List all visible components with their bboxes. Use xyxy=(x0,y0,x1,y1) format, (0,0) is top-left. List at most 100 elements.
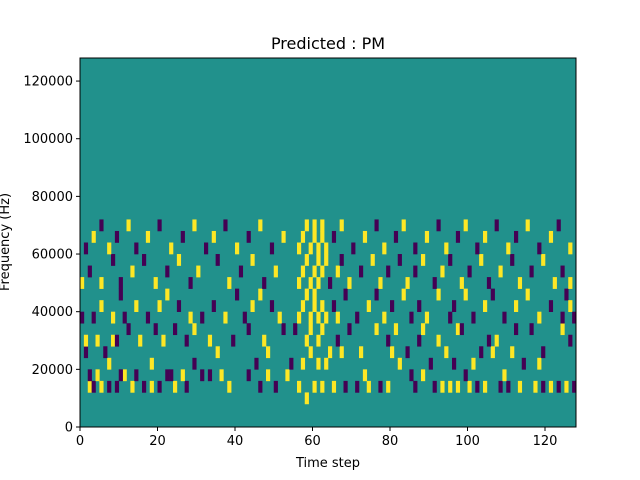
heatmap-cell xyxy=(374,219,379,232)
heatmap-cell xyxy=(331,300,337,312)
heatmap-cell xyxy=(145,230,151,243)
heatmap-cell xyxy=(432,380,437,393)
heatmap-cell xyxy=(312,265,317,278)
heatmap-cell xyxy=(506,242,511,255)
heatmap-cell xyxy=(463,369,468,382)
heatmap-cell xyxy=(118,277,123,289)
heatmap-cell xyxy=(304,392,309,405)
x-tick-label: 0 xyxy=(76,434,84,449)
heatmap-cell xyxy=(95,369,100,382)
heatmap-cell xyxy=(374,323,379,336)
heatmap-cell xyxy=(95,334,100,347)
heatmap-cell xyxy=(219,369,224,382)
heatmap-cell xyxy=(103,346,108,359)
heatmap-cell xyxy=(308,277,313,289)
heatmap-cell xyxy=(397,254,402,266)
heatmap-cell xyxy=(134,369,139,382)
heatmap-cell xyxy=(316,357,321,370)
heatmap-cell xyxy=(502,369,507,382)
heatmap-cell xyxy=(304,219,309,232)
heatmap-cell xyxy=(517,380,523,393)
heatmap-cell xyxy=(455,380,461,393)
heatmap-cell xyxy=(537,242,542,255)
heatmap-cell xyxy=(99,380,104,393)
heatmap-cell xyxy=(486,334,492,347)
y-tick-label: 60000 xyxy=(32,248,73,263)
heatmap-cells xyxy=(80,219,577,405)
heatmap-cell xyxy=(413,265,418,278)
heatmap-cell xyxy=(266,346,271,359)
heatmap-cell xyxy=(316,334,321,347)
heatmap-cell xyxy=(533,380,538,393)
heatmap-cell xyxy=(184,334,189,347)
heatmap-cell xyxy=(176,300,182,312)
heatmap-cell xyxy=(304,254,309,266)
heatmap-cell xyxy=(347,323,352,336)
heatmap-cell xyxy=(452,300,457,312)
heatmap-cell xyxy=(514,323,519,336)
heatmap-cell xyxy=(169,369,174,382)
heatmap-cell xyxy=(568,277,573,289)
heatmap-cell xyxy=(312,288,317,301)
heatmap-cell xyxy=(316,254,321,266)
heatmap-cell xyxy=(316,311,321,324)
heatmap-cell xyxy=(308,323,313,336)
heatmap-cell xyxy=(118,288,123,301)
heatmap-cell xyxy=(409,369,414,382)
heatmap-cell xyxy=(335,265,340,278)
heatmap-cell xyxy=(80,277,85,289)
heatmap-cell xyxy=(111,254,116,266)
heatmap-cell xyxy=(118,369,123,382)
heatmap-cell xyxy=(386,265,391,278)
y-tick-label: 40000 xyxy=(32,305,73,320)
heatmap-cell xyxy=(80,311,85,324)
heatmap-cell xyxy=(308,311,313,324)
heatmap-cell xyxy=(246,323,251,336)
heatmap-cell xyxy=(134,300,139,312)
heatmap-cell xyxy=(494,334,499,347)
heatmap-cell xyxy=(444,242,449,255)
heatmap-cell xyxy=(548,230,554,243)
heatmap-cell xyxy=(351,242,356,255)
heatmap-cell xyxy=(297,242,302,255)
heatmap-cell xyxy=(424,311,430,324)
heatmap-cell xyxy=(107,242,112,255)
x-tick-label: 40 xyxy=(227,434,244,449)
heatmap-cell xyxy=(87,265,92,278)
heatmap-cell xyxy=(107,380,112,393)
heatmap-cell xyxy=(227,277,232,289)
heatmap-cell xyxy=(99,219,104,232)
heatmap-cell xyxy=(397,357,402,370)
y-axis-label: Frequency (Hz) xyxy=(0,193,13,291)
x-tick-label: 120 xyxy=(533,434,558,449)
heatmap-cell xyxy=(486,277,492,289)
heatmap-cell xyxy=(452,357,457,370)
heatmap-cell xyxy=(114,380,120,393)
heatmap-cell xyxy=(308,242,313,255)
heatmap-cell xyxy=(347,277,352,289)
heatmap-cell xyxy=(324,254,329,266)
heatmap-cell xyxy=(510,254,515,266)
heatmap-cell xyxy=(316,277,321,289)
heatmap-cell xyxy=(525,288,530,301)
heatmap-cell xyxy=(153,323,158,336)
heatmap-cell xyxy=(165,265,170,278)
heatmap-cell xyxy=(258,219,263,232)
heatmap-cell xyxy=(157,219,162,232)
heatmap-cell xyxy=(91,311,96,324)
heatmap-cell xyxy=(142,254,147,266)
heatmap-cell xyxy=(440,265,445,278)
heatmap-cell xyxy=(343,380,348,393)
heatmap-cell xyxy=(312,380,317,393)
heatmap-cell xyxy=(572,311,577,324)
heatmap-cell xyxy=(455,230,461,243)
heatmap-cell xyxy=(409,311,414,324)
heatmap-cell xyxy=(242,311,247,324)
heatmap-cell xyxy=(560,323,565,336)
heatmap-cell xyxy=(165,369,170,382)
heatmap-cell xyxy=(300,230,306,243)
heatmap-cell xyxy=(304,334,309,347)
heatmap-cell xyxy=(386,380,391,393)
heatmap-cell xyxy=(207,334,213,347)
heatmap-cell xyxy=(370,254,375,266)
